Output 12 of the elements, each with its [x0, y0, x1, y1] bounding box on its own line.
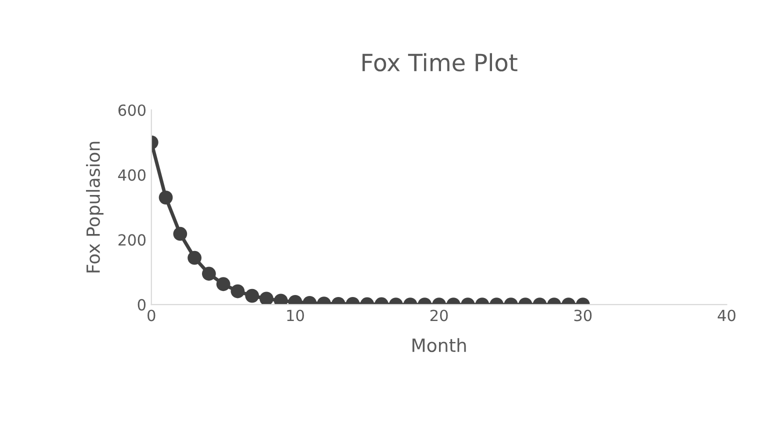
chart-title: Fox Time Plot [362, 53, 518, 72]
x-tick-label: 40 [718, 310, 736, 322]
x-axis-title: Month [412, 338, 466, 352]
y-tick-label: 400 [118, 169, 146, 181]
x-tick-label: 0 [148, 310, 156, 322]
x-tick-label: 30 [574, 310, 592, 322]
y-tick-label: 200 [118, 234, 146, 246]
x-tick-label: 10 [287, 310, 304, 322]
y-tick-label: 0 [138, 299, 146, 311]
y-tick-label: 600 [118, 104, 146, 116]
y-axis-title: Fox Populasion [86, 142, 104, 272]
x-tick-label: 20 [430, 310, 448, 322]
